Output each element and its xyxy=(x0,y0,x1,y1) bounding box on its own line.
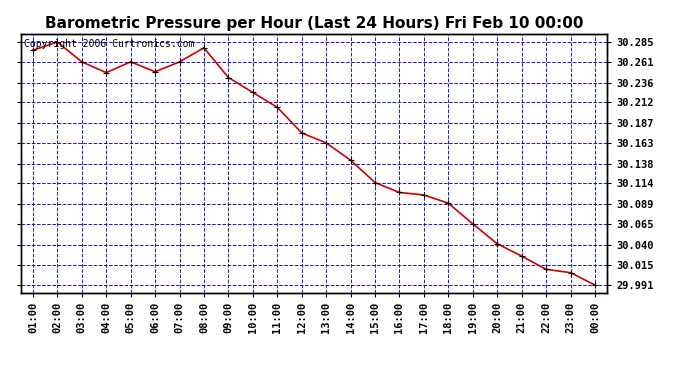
Text: Copyright 2006 Curtronics.com: Copyright 2006 Curtronics.com xyxy=(23,39,194,49)
Title: Barometric Pressure per Hour (Last 24 Hours) Fri Feb 10 00:00: Barometric Pressure per Hour (Last 24 Ho… xyxy=(45,16,583,31)
